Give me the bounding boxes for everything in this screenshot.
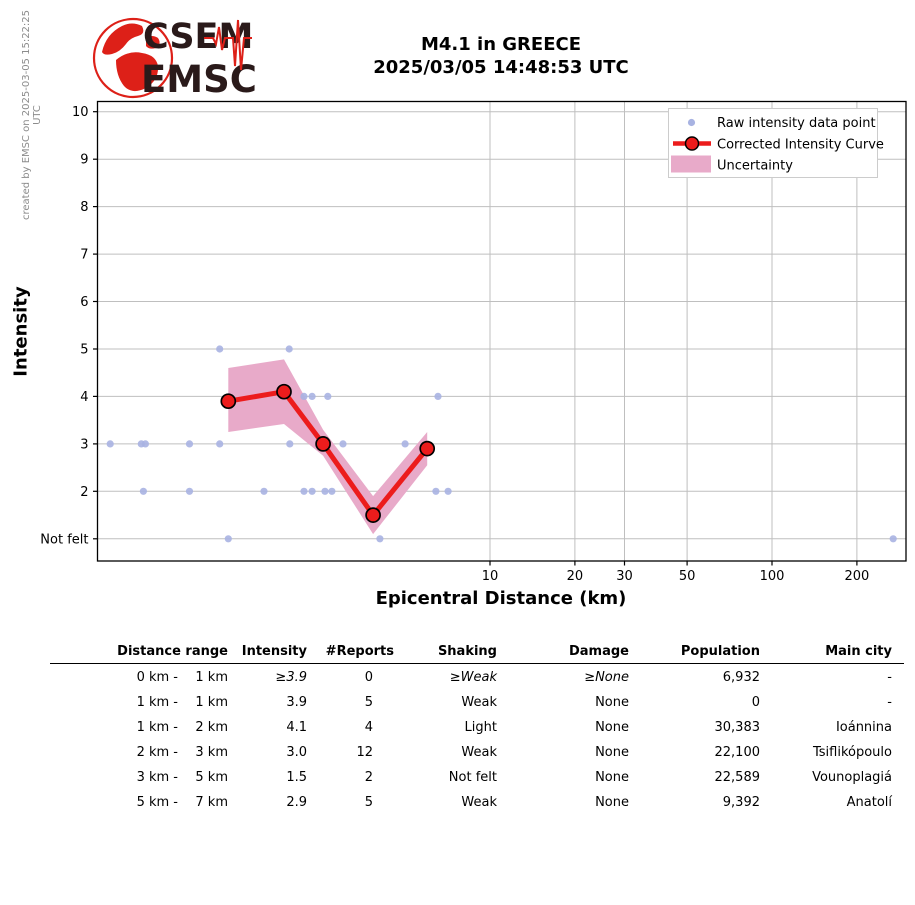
raw-point [300,487,308,495]
raw-point [185,487,194,495]
raw-point [321,487,329,495]
col-header-damage: Damage [568,644,629,659]
curve-marker [315,436,331,452]
table-row: 2 km - 3 km 3.0 12 Weak None 22,100 Tsif… [136,745,892,760]
raw-point [139,487,147,495]
title-line1: M4.1 in GREECE [420,34,582,55]
table-row: 0 km - 1 km ≥3.9 0 ≥Weak ≥None 6,932 - [136,670,892,685]
raw-point [141,440,149,448]
raw-point [308,487,316,495]
x-tick-label: 20 [567,569,584,584]
table-header-rule [50,663,904,664]
y-axis-label: Intensity [10,286,32,377]
y-tick-label: Not felt [40,532,88,547]
curve-marker [220,393,237,410]
emsc-logo: CSEM EMSC [92,17,256,101]
table-header-row: Distance range Intensity #Reports Shakin… [50,642,904,661]
chart-title: M4.1 in GREECE 2025/03/05 14:48:53 UTC [94,33,908,79]
x-tick-label: 50 [679,569,696,584]
title-line2: 2025/03/05 14:48:53 UTC [373,57,629,78]
raw-point [285,345,293,353]
y-tick-label: 4 [80,390,88,405]
curve-marker [276,383,292,400]
intensity-distance-plot: 10 20 30 50 100 200 Not felt 2 3 4 5 6 7 8 9 10 Raw inte… [40,100,907,584]
raw-point [106,440,114,448]
col-header-shaking: Shaking [437,644,497,659]
gridlines [97,101,906,561]
table-row: 5 km - 7 km 2.9 5 Weak None 9,392 Anatol… [136,795,892,810]
x-tick-label: 10 [482,569,499,584]
table-row: 1 km - 1 km 3.9 5 Weak None 0 - [136,695,892,710]
x-tick-labels: 10 20 30 50 100 200 [482,569,870,584]
raw-point [224,535,232,543]
raw-point [260,487,268,495]
raw-point [308,392,316,400]
col-header-reports: #Reports [325,644,394,659]
raw-point [300,392,308,400]
raw-point [216,345,224,353]
raw-point [401,440,409,448]
logo-text-csem: CSEM [143,17,253,57]
globe-landmass-africa [116,52,159,92]
legend-curve-marker-swatch [684,136,700,151]
raw-point [376,535,384,543]
table-row: 3 km - 5 km 1.5 2 Not felt None 22,589 V… [136,770,892,785]
legend-label: Uncertainty [717,159,793,174]
raw-point [185,440,194,448]
globe-landmass-europe [102,23,144,55]
raw-point [889,535,897,543]
legend-raw-point-swatch [687,118,696,127]
logo-text-emsc: EMSC [141,58,256,101]
col-header-intensity: Intensity [241,644,307,659]
legend-label: Raw intensity data point [717,116,876,131]
y-tick-label: 5 [80,343,88,358]
x-tick-label: 200 [844,569,869,584]
col-header-main-city: Main city [825,644,892,659]
x-tick-label: 100 [760,569,785,584]
table-row: 1 km - 2 km 4.1 4 Light None 30,383 Ioán… [136,720,892,735]
raw-point [434,392,442,400]
y-tick-label: 10 [72,105,89,120]
globe-landmass-asia [146,36,160,49]
raw-point [216,440,224,448]
x-tick-label: 30 [616,569,633,584]
y-tick-labels: Not felt 2 3 4 5 6 7 8 9 10 [40,105,88,547]
raw-point [339,440,347,448]
legend: Raw intensity data point Corrected Intens… [668,108,884,178]
legend-label: Corrected Intensity Curve [717,138,884,153]
raw-intensity-points [106,345,897,543]
y-tick-label: 2 [80,485,88,500]
legend-uncertainty-swatch [671,155,711,173]
intensity-report-table: Distance range Intensity #Reports Shakin… [50,642,904,815]
y-tick-label: 3 [80,437,88,452]
col-header-distance-range: Distance range [117,644,228,659]
y-tick-label: 8 [80,200,88,215]
y-tick-label: 6 [80,295,88,310]
col-header-population: Population [680,644,760,659]
plot-border [96,100,907,562]
raw-point [286,440,294,448]
curve-marker [419,440,436,457]
axis-ticks [93,111,858,566]
y-tick-label: 9 [80,153,88,168]
raw-point [324,392,332,400]
raw-point [432,487,440,495]
x-axis-label: Epicentral Distance (km) [375,588,627,609]
curve-marker [365,507,381,523]
raw-point [328,487,336,495]
y-tick-label: 7 [80,248,88,263]
seismogram-trace-icon [204,19,252,71]
raw-point [444,487,452,495]
